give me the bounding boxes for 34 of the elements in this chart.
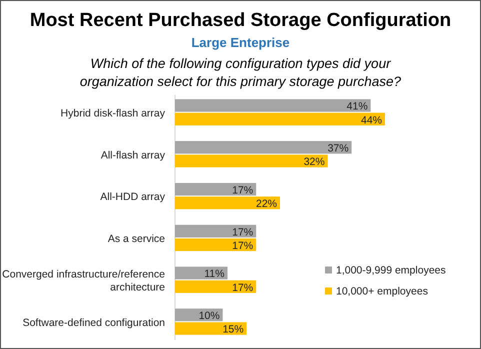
y-tick-label: All-HDD array — [100, 191, 166, 204]
data-label: 10% — [198, 310, 220, 322]
data-label: 44% — [360, 114, 382, 126]
data-label: 11% — [204, 268, 224, 280]
bar — [175, 238, 256, 252]
data-label: 17% — [232, 184, 254, 196]
text: Which of the following configuration types did your organization select for this primary storage purchase? — [80, 56, 402, 89]
bar — [175, 154, 328, 168]
bar — [175, 280, 256, 293]
legend-label: 10,000+ employees — [336, 286, 428, 298]
data-label: 32% — [304, 156, 325, 168]
bar — [175, 224, 256, 238]
bar — [175, 266, 228, 280]
data-label: 15% — [222, 324, 244, 336]
data-label: 17% — [232, 240, 254, 252]
data-label: 41% — [346, 100, 368, 113]
chart-title: Most Recent Purchased Storage Configuration — [30, 10, 452, 31]
chart-subtitle: Large Enteprise — [191, 35, 290, 50]
data-label: 17% — [232, 282, 254, 294]
y-tick-label: Converged infrastructure/reference architecture — [2, 268, 166, 294]
bar — [175, 112, 385, 126]
bar — [175, 322, 247, 335]
y-tick-label: Hybrid disk-flash array — [60, 107, 166, 120]
y-tick-label: All-flash array — [100, 149, 166, 162]
y-tick-label: As a service — [108, 233, 166, 246]
bar — [175, 141, 352, 154]
bar — [175, 182, 256, 196]
data-label: 22% — [256, 198, 277, 210]
bar — [175, 99, 371, 112]
y-tick-label: Software-defined configuration — [22, 316, 166, 329]
bar — [175, 196, 280, 210]
legend-label: 1,000-9,999 employees — [336, 264, 446, 277]
data-label: 37% — [328, 142, 349, 155]
data-label: 17% — [232, 226, 254, 238]
